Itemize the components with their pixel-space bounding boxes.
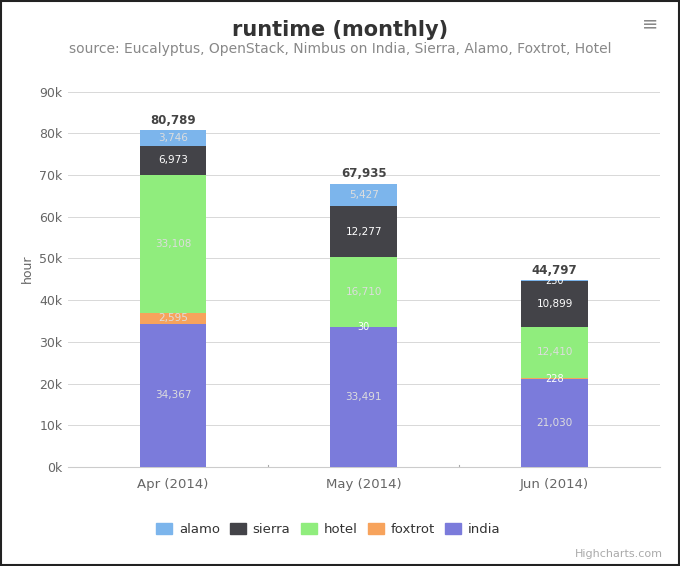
Text: 33,108: 33,108 [155, 239, 191, 249]
Text: source: Eucalyptus, OpenStack, Nimbus on India, Sierra, Alamo, Foxtrot, Hotel: source: Eucalyptus, OpenStack, Nimbus on… [69, 42, 611, 57]
Text: 2,595: 2,595 [158, 313, 188, 323]
Text: 30: 30 [358, 322, 370, 332]
Bar [330, 258, 397, 327]
Bar [139, 313, 206, 324]
Bar [522, 280, 588, 281]
Legend: alamo, sierra, hotel, foxtrot, india: alamo, sierra, hotel, foxtrot, india [152, 519, 504, 540]
Text: 228: 228 [545, 374, 564, 384]
Bar [330, 183, 397, 206]
Y-axis label: hour: hour [20, 255, 33, 283]
Bar [330, 206, 397, 258]
Bar [330, 327, 397, 467]
Bar [522, 379, 588, 467]
Bar [522, 378, 588, 379]
Text: 80,789: 80,789 [150, 114, 196, 127]
Text: 3,746: 3,746 [158, 133, 188, 143]
Text: 12,277: 12,277 [345, 227, 382, 237]
Text: runtime (monthly): runtime (monthly) [232, 20, 448, 40]
Text: 10,899: 10,899 [537, 299, 573, 309]
Text: 16,710: 16,710 [345, 288, 382, 297]
Text: 12,410: 12,410 [537, 348, 573, 357]
Bar [139, 324, 206, 467]
Bar [139, 145, 206, 175]
Text: 230: 230 [545, 276, 564, 286]
Bar [139, 130, 206, 145]
Text: 5,427: 5,427 [349, 190, 379, 200]
Text: Highcharts.com: Highcharts.com [575, 549, 663, 559]
Bar [522, 327, 588, 378]
Text: 21,030: 21,030 [537, 418, 573, 428]
Text: 44,797: 44,797 [532, 264, 577, 277]
Text: ≡: ≡ [642, 14, 658, 33]
Text: 6,973: 6,973 [158, 155, 188, 165]
Text: 34,367: 34,367 [155, 391, 191, 400]
Text: 67,935: 67,935 [341, 168, 387, 181]
Bar [522, 281, 588, 327]
Bar [139, 175, 206, 313]
Text: 33,491: 33,491 [345, 392, 382, 402]
